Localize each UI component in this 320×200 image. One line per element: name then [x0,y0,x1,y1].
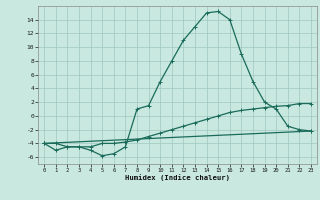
X-axis label: Humidex (Indice chaleur): Humidex (Indice chaleur) [125,175,230,181]
